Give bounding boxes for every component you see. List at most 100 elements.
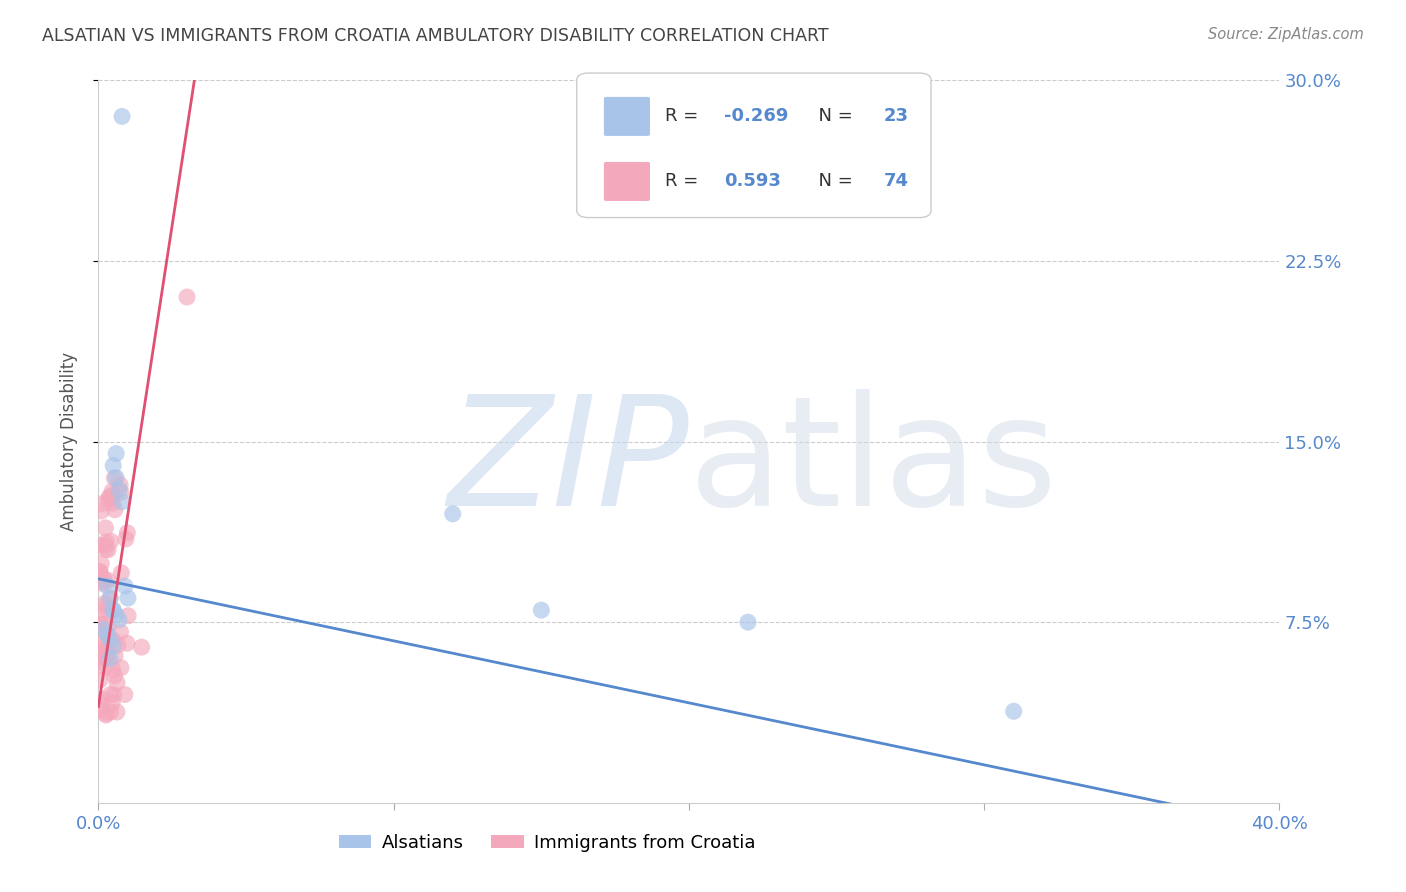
Text: R =: R = [665,107,704,126]
Point [104,502,127,516]
Text: 74: 74 [884,172,908,190]
Point [94,642,117,657]
Point [91,617,114,632]
Point [107,638,129,652]
Text: N =: N = [807,107,859,126]
Point [89,566,111,581]
Point [91,648,114,663]
Point [110,625,132,640]
Point [101,496,124,510]
Text: R =: R = [665,172,710,190]
Point [91,649,114,664]
Point [91,576,114,591]
Text: ALSATIAN VS IMMIGRANTS FROM CROATIA AMBULATORY DISABILITY CORRELATION CHART: ALSATIAN VS IMMIGRANTS FROM CROATIA AMBU… [42,27,828,45]
Point [96,602,118,616]
Point [93,597,115,611]
Point [97,491,120,506]
Point [131,640,153,655]
Text: 0.593: 0.593 [724,172,782,190]
Point [97,574,120,588]
Point [97,542,120,557]
Text: -0.269: -0.269 [724,107,789,126]
Point [98,632,121,646]
Point [105,470,128,484]
Point [90,504,112,518]
Point [90,557,112,571]
Point [94,626,117,640]
Point [101,633,124,648]
Point [1002,704,1025,718]
Point [89,644,111,658]
Text: ZIP: ZIP [447,389,689,538]
Point [93,623,115,637]
Point [96,579,118,593]
Point [89,617,111,632]
Point [89,565,111,579]
Point [101,484,124,499]
Point [90,640,112,655]
Point [94,651,117,665]
Point [105,705,128,719]
Point [117,608,139,623]
Point [108,613,131,627]
Point [89,636,111,650]
Point [89,565,111,579]
Point [96,646,118,660]
Point [96,652,118,666]
Point [101,696,124,710]
Point [104,648,127,663]
Point [90,497,112,511]
Point [89,673,111,687]
Point [101,663,124,677]
Point [105,446,128,460]
Point [103,603,125,617]
Point [96,535,118,549]
Point [90,698,112,712]
Point [103,458,125,473]
FancyBboxPatch shape [605,162,650,201]
Legend: Alsatians, Immigrants from Croatia: Alsatians, Immigrants from Croatia [332,826,763,859]
Point [98,591,121,606]
Point [94,660,117,674]
Point [176,290,198,304]
Point [737,615,759,630]
Point [115,636,138,650]
Point [90,703,112,717]
Point [100,705,122,719]
Point [103,688,125,702]
Point [101,488,124,502]
Point [105,676,128,690]
Point [89,609,111,624]
Text: atlas: atlas [689,389,1059,538]
Point [98,490,121,504]
Y-axis label: Ambulatory Disability: Ambulatory Disability [59,352,77,531]
Point [94,706,117,721]
Point [103,639,125,653]
Point [110,485,132,500]
Point [110,566,132,580]
Point [111,494,134,508]
Point [94,538,117,552]
FancyBboxPatch shape [576,73,931,218]
Point [100,687,122,701]
Text: N =: N = [807,172,859,190]
Point [91,692,114,706]
Point [108,483,131,497]
Point [117,591,139,605]
Point [94,598,117,612]
Point [100,492,122,507]
Point [114,532,136,546]
Text: 23: 23 [884,107,908,126]
Point [98,651,121,665]
Point [100,534,122,549]
Point [96,627,118,641]
Point [94,542,117,557]
Point [91,538,114,552]
Text: Source: ZipAtlas.com: Source: ZipAtlas.com [1208,27,1364,42]
Point [110,661,132,675]
Point [103,669,125,683]
Point [117,525,139,540]
Point [89,655,111,669]
Point [98,591,121,605]
Point [93,572,115,586]
